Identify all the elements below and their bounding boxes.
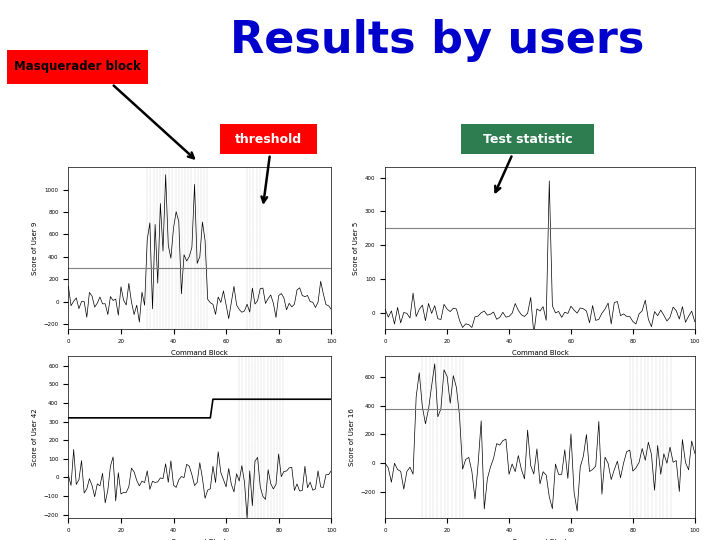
Text: Masquerader block: Masquerader block <box>14 60 141 73</box>
Y-axis label: Score of User 16: Score of User 16 <box>348 408 355 467</box>
Y-axis label: Score of User 9: Score of User 9 <box>32 222 38 275</box>
X-axis label: Command Block: Command Block <box>512 350 568 356</box>
FancyBboxPatch shape <box>7 50 148 84</box>
Y-axis label: Score of User 5: Score of User 5 <box>354 222 359 275</box>
Text: Test statistic: Test statistic <box>482 132 572 146</box>
Text: threshold: threshold <box>235 132 302 146</box>
FancyBboxPatch shape <box>220 124 317 154</box>
Y-axis label: Score of User 42: Score of User 42 <box>32 409 38 466</box>
Text: Results by users: Results by users <box>230 19 645 62</box>
FancyBboxPatch shape <box>461 124 594 154</box>
X-axis label: Command Block: Command Block <box>171 539 228 540</box>
X-axis label: Command Block: Command Block <box>512 539 568 540</box>
X-axis label: Command Block: Command Block <box>171 350 228 356</box>
